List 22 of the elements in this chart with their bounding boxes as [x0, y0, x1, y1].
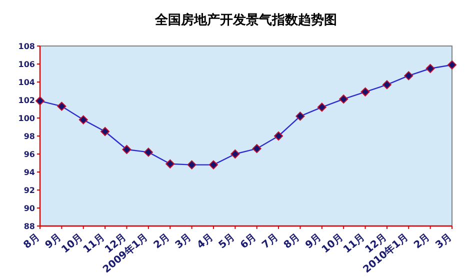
- y-tick-label: 98: [24, 132, 36, 141]
- x-tick-label: 3月: [174, 232, 194, 252]
- y-tick-label: 92: [24, 186, 35, 195]
- y-tick-label: 90: [24, 204, 36, 213]
- y-tick-label: 100: [18, 114, 36, 123]
- chart-title: 全国房地产开发景气指数趋势图: [154, 12, 337, 28]
- y-tick-label: 94: [24, 168, 36, 177]
- x-tick-label: 8月: [22, 232, 42, 252]
- y-tick-label: 106: [18, 60, 36, 69]
- x-tick-label: 3月: [434, 232, 454, 252]
- x-tick-label: 6月: [238, 232, 259, 252]
- x-tick-label: 2月: [152, 232, 172, 252]
- y-tick-label: 104: [18, 78, 36, 87]
- y-tick-label: 108: [18, 42, 36, 51]
- y-tick-label: 102: [18, 96, 35, 105]
- x-tick-label: 5月: [217, 232, 238, 252]
- y-tick-label: 88: [24, 222, 36, 231]
- x-tick-label: 2月: [412, 232, 432, 252]
- y-tick-label: 96: [24, 150, 36, 159]
- x-tick-label: 7月: [260, 232, 280, 252]
- x-tick-label: 4月: [195, 232, 216, 252]
- x-tick-label: 8月: [282, 232, 302, 252]
